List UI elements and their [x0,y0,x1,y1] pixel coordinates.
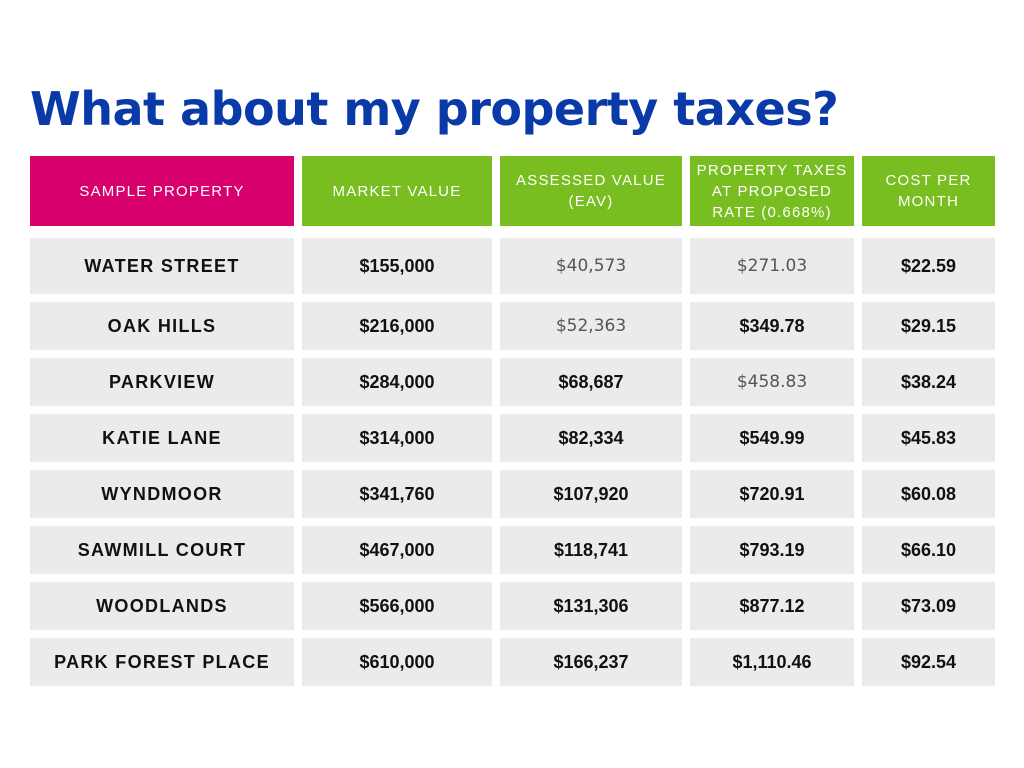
property-taxes-cell: $349.78 [690,302,854,350]
market-value-cell: $566,000 [302,582,492,630]
assessed-value-cell: $118,741 [500,526,682,574]
header-cost-per-month: COST PER MONTH [862,156,995,226]
cost-per-month-cell: $38.24 [862,358,995,406]
row-spacer [30,350,995,358]
header-label: COST PER MONTH [885,172,972,210]
row-spacer [30,518,995,526]
page-title: What about my property taxes? [30,82,839,136]
assessed-value-cell: $82,334 [500,414,682,462]
header-assessed-value: ASSESSED VALUE (EAV) [500,156,682,226]
property-tax-table: SAMPLE PROPERTY MARKET VALUE ASSESSED VA… [30,156,995,686]
header-label: MARKET VALUE [332,182,462,200]
assessed-value-cell: $166,237 [500,638,682,686]
market-value-cell: $341,760 [302,470,492,518]
cost-per-month-cell: $66.10 [862,526,995,574]
property-taxes-cell: $1,110.46 [690,638,854,686]
property-name-cell: SAWMILL COURT [30,526,294,574]
cost-per-month-cell: $60.08 [862,470,995,518]
row-spacer [30,462,995,470]
assessed-value-cell: $68,687 [500,358,682,406]
property-taxes-cell: $793.19 [690,526,854,574]
property-name-cell: OAK HILLS [30,302,294,350]
header-label: PROPERTY TAXES AT PROPOSED RATE (0.668%) [696,161,848,221]
property-taxes-cell: $877.12 [690,582,854,630]
property-taxes-cell: $271.03 [690,238,854,294]
header-market-value: MARKET VALUE [302,156,492,226]
row-spacer [30,294,995,302]
cost-per-month-cell: $22.59 [862,238,995,294]
header-sample-property: SAMPLE PROPERTY [30,156,294,226]
market-value-cell: $284,000 [302,358,492,406]
market-value-cell: $314,000 [302,414,492,462]
market-value-cell: $155,000 [302,238,492,294]
property-taxes-cell: $720.91 [690,470,854,518]
property-taxes-cell: $458.83 [690,358,854,406]
property-name-cell: WYNDMOOR [30,470,294,518]
property-name-cell: PARK FOREST PLACE [30,638,294,686]
property-name-cell: PARKVIEW [30,358,294,406]
property-name-cell: WOODLANDS [30,582,294,630]
row-spacer [30,226,995,238]
cost-per-month-cell: $45.83 [862,414,995,462]
market-value-cell: $610,000 [302,638,492,686]
cost-per-month-cell: $29.15 [862,302,995,350]
assessed-value-cell: $107,920 [500,470,682,518]
assessed-value-cell: $52,363 [500,302,682,350]
market-value-cell: $467,000 [302,526,492,574]
row-spacer [30,574,995,582]
row-spacer [30,630,995,638]
header-label: ASSESSED VALUE (EAV) [516,172,666,210]
assessed-value-cell: $40,573 [500,238,682,294]
header-property-taxes: PROPERTY TAXES AT PROPOSED RATE (0.668%) [690,156,854,226]
header-label: SAMPLE PROPERTY [79,182,245,200]
market-value-cell: $216,000 [302,302,492,350]
property-name-cell: WATER STREET [30,238,294,294]
cost-per-month-cell: $92.54 [862,638,995,686]
property-name-cell: KATIE LANE [30,414,294,462]
cost-per-month-cell: $73.09 [862,582,995,630]
assessed-value-cell: $131,306 [500,582,682,630]
property-taxes-cell: $549.99 [690,414,854,462]
row-spacer [30,406,995,414]
